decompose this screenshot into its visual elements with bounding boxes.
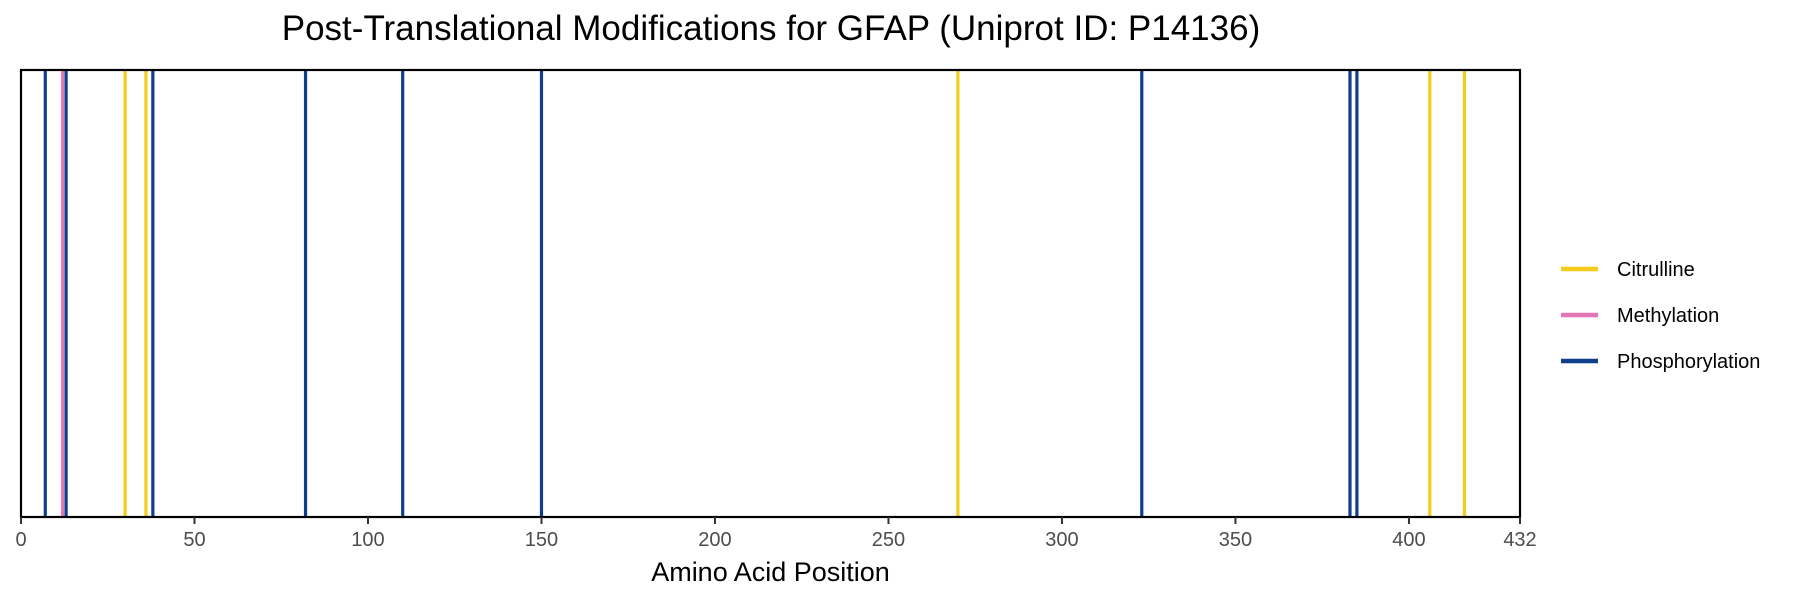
x-axis-title: Amino Acid Position bbox=[651, 557, 890, 587]
x-tick-label-6: 300 bbox=[1045, 529, 1078, 551]
x-tick-label-2: 100 bbox=[351, 529, 384, 551]
x-tick-label-7: 350 bbox=[1219, 529, 1252, 551]
legend-label-citrulline: Citrulline bbox=[1617, 259, 1695, 281]
x-axis: 0 50 100 150 200 250 300 350 400 432 bbox=[15, 517, 1537, 551]
legend-label-phosphorylation: Phosphorylation bbox=[1617, 351, 1760, 373]
x-tick-label-1: 50 bbox=[183, 529, 205, 551]
x-tick-label-8: 400 bbox=[1392, 529, 1425, 551]
legend: Citrulline Methylation Phosphorylation bbox=[1561, 259, 1760, 373]
x-tick-label-3: 150 bbox=[525, 529, 558, 551]
x-tick-label-9: 432 bbox=[1503, 529, 1536, 551]
legend-label-methylation: Methylation bbox=[1617, 305, 1719, 327]
plot-frame bbox=[19, 68, 1522, 519]
chart-title: Post-Translational Modifications for GFA… bbox=[282, 9, 1260, 48]
x-tick-label-5: 250 bbox=[872, 529, 905, 551]
ptm-marks bbox=[43, 70, 1467, 517]
x-tick-label-4: 200 bbox=[698, 529, 731, 551]
x-tick-label-0: 0 bbox=[15, 529, 26, 551]
